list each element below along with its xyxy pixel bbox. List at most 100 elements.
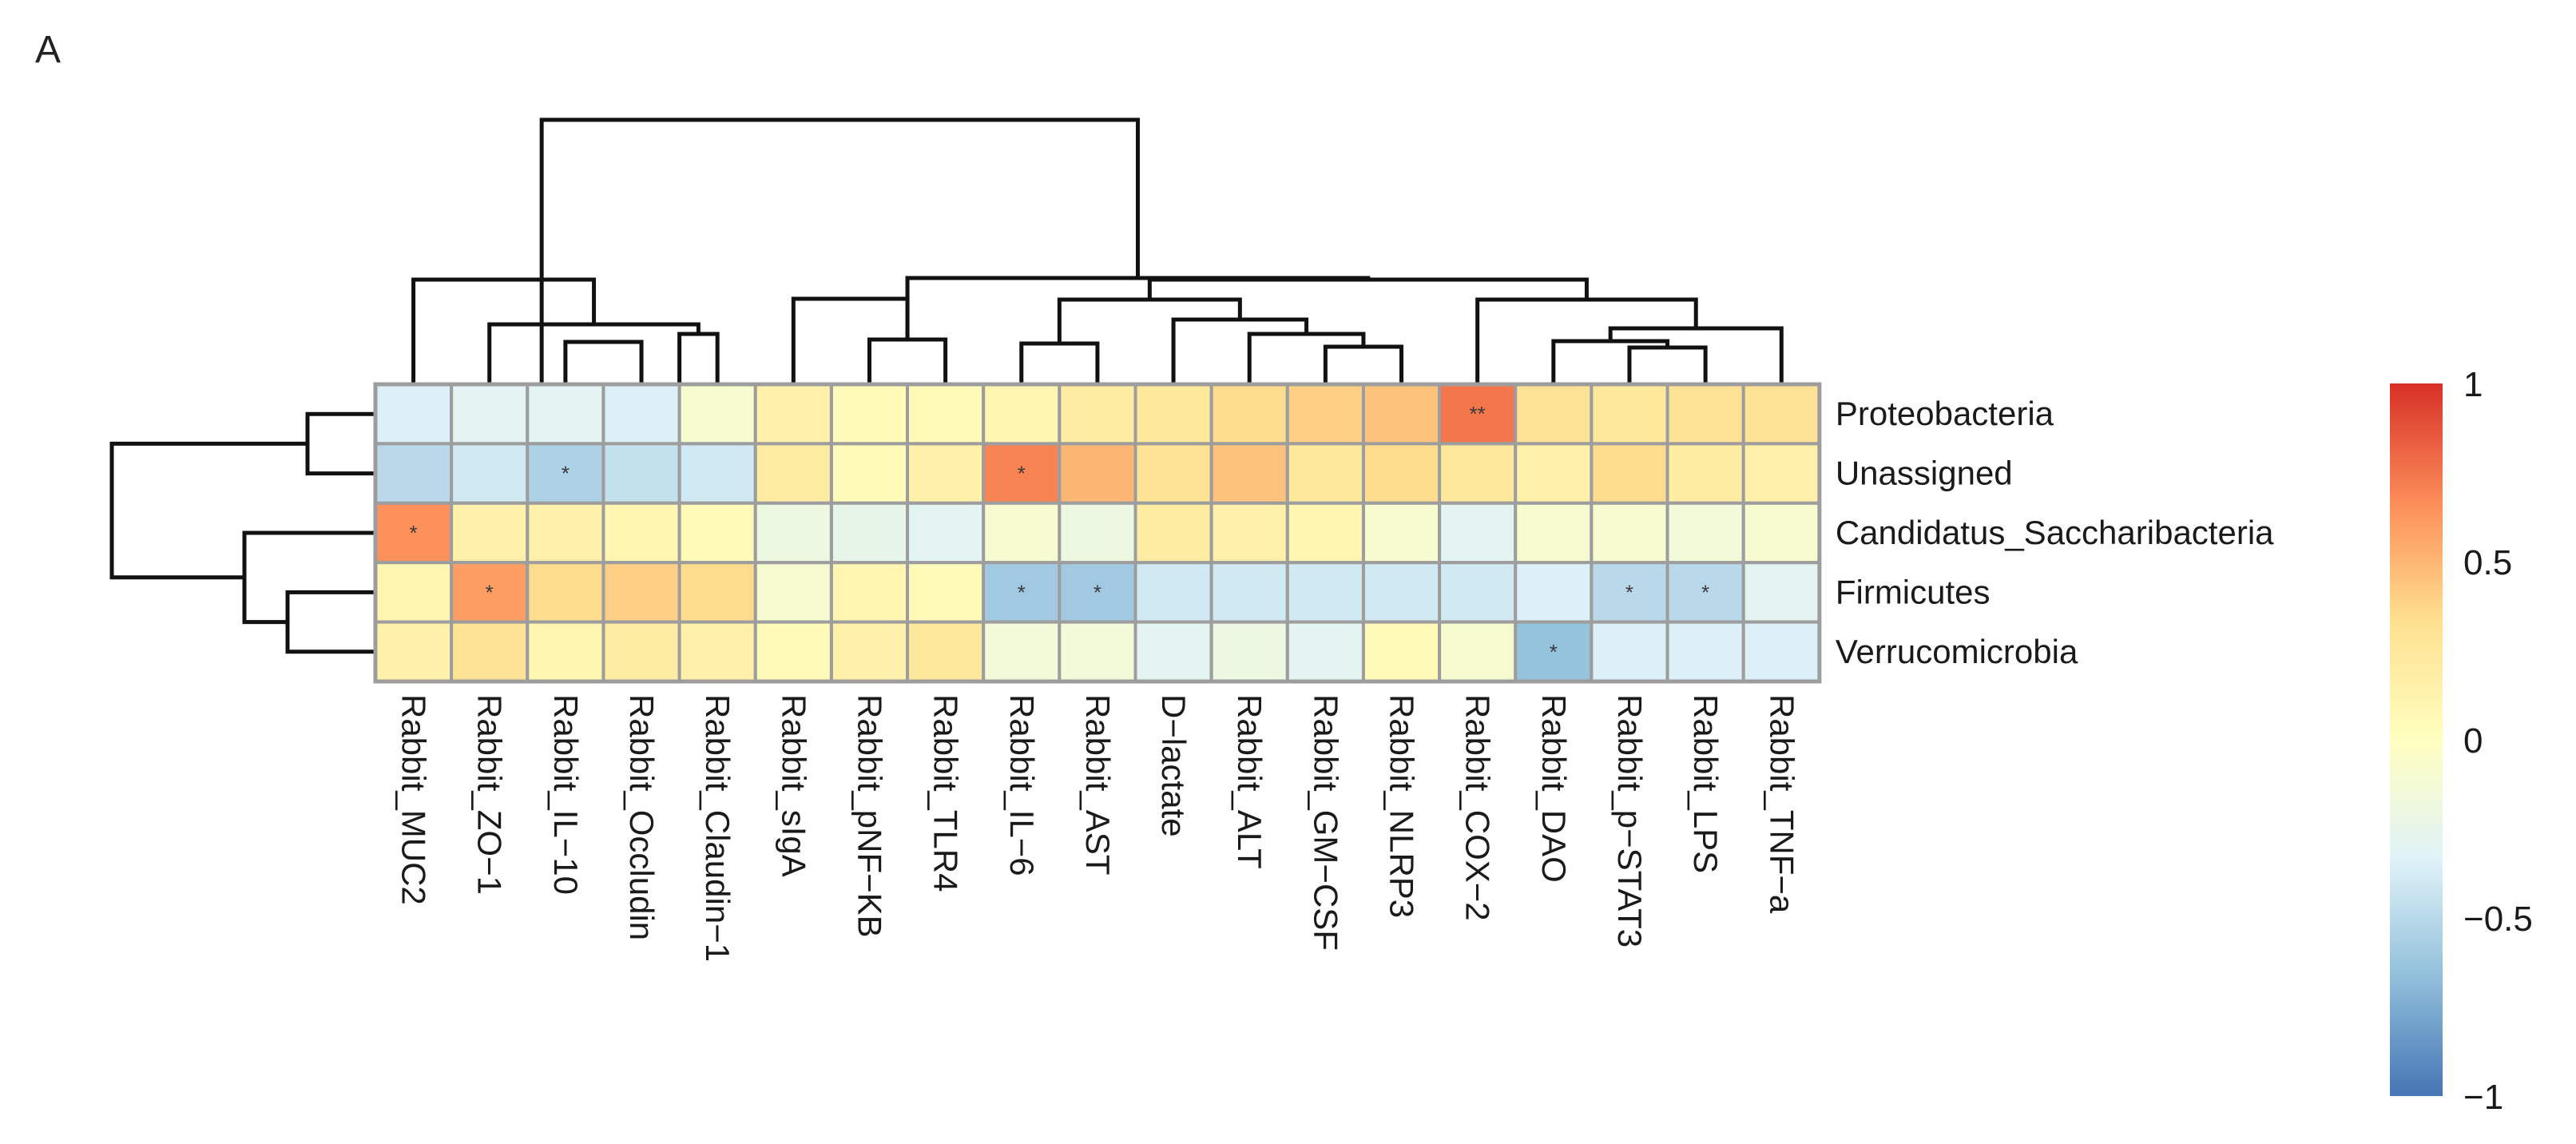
- heatmap-cell: [1514, 561, 1594, 624]
- legend-tick-label: 0.5: [2463, 543, 2512, 582]
- heatmap-cell: [374, 383, 454, 446]
- heatmap-cell: [1285, 561, 1365, 624]
- column-label: Rabbit_ALT: [1231, 694, 1268, 869]
- heatmap-cell: [982, 620, 1062, 683]
- heatmap-cell: [829, 620, 910, 683]
- heatmap-cell: [906, 620, 986, 683]
- heatmap-cell: [677, 501, 757, 565]
- heatmap-cell: [601, 561, 681, 624]
- column-dendrogram-branch: [1247, 332, 1366, 387]
- significance-mark: *: [1018, 462, 1026, 486]
- heatmap-cell: [601, 383, 681, 446]
- column-dendrogram-branch: [539, 117, 1140, 387]
- row-label: Proteobacteria: [1836, 395, 2054, 432]
- column-labels: Rabbit_MUC2 Rabbit_ZO−1 Rabbit_IL−10 Rabbit…: [395, 694, 1801, 962]
- heatmap-cell: [753, 442, 833, 505]
- heatmap-cell: [1438, 442, 1518, 505]
- heatmap-cell: [601, 501, 681, 565]
- heatmap-cell: [1133, 442, 1213, 505]
- heatmap-cell: [829, 442, 910, 505]
- significance-mark: *: [562, 462, 570, 486]
- heatmap-cell: [374, 561, 454, 624]
- heatmap-cell: [526, 620, 605, 683]
- heatmap-cell: [1361, 620, 1442, 683]
- heatmap-cell: [982, 501, 1062, 565]
- column-label: Rabbit_DAO: [1535, 694, 1573, 883]
- heatmap-cell: [1665, 501, 1745, 565]
- heatmap-cell: [1058, 501, 1137, 565]
- heatmap-cell: [374, 620, 454, 683]
- significance-mark: *: [1094, 580, 1101, 604]
- column-dendrogram-branch: [1323, 344, 1404, 387]
- heatmap-cell: [601, 442, 681, 505]
- heatmap-cell: [1285, 501, 1365, 565]
- heatmap-cell: [677, 620, 757, 683]
- heatmap-cell: [601, 620, 681, 683]
- row-dendrogram: [109, 411, 378, 654]
- heatmap-cell: [829, 561, 910, 624]
- row-dendrogram-branch: [242, 530, 378, 625]
- column-dendrogram-branch: [677, 332, 720, 387]
- heatmap-cell: [906, 561, 986, 624]
- row-label: Firmicutes: [1836, 573, 1991, 610]
- heatmap-cell: [1285, 620, 1365, 683]
- row-dendrogram-branch: [305, 411, 378, 476]
- significance-mark: *: [1018, 580, 1026, 604]
- column-label: Rabbit_GM−CSF: [1307, 694, 1344, 951]
- heatmap-cell: [450, 620, 530, 683]
- heatmap-cell: [1133, 620, 1213, 683]
- heatmap-cell: [829, 383, 910, 446]
- legend-tick-label: −1: [2463, 1078, 2503, 1117]
- heatmap-cell: [1209, 442, 1289, 505]
- significance-mark: *: [410, 521, 418, 545]
- column-label: Rabbit_MUC2: [395, 694, 433, 905]
- column-label: Rabbit_ZO−1: [471, 694, 509, 895]
- heatmap-cell: [374, 442, 454, 505]
- row-label: Verrucomicrobia: [1836, 633, 2078, 670]
- heatmap-cell: [1285, 383, 1365, 446]
- significance-mark: *: [486, 580, 494, 604]
- heatmap-cell: [753, 561, 833, 624]
- heatmap-cell: [1361, 561, 1442, 624]
- heatmap-cell: [1741, 501, 1821, 565]
- heatmap-cell: [1209, 501, 1289, 565]
- row-labels: Proteobacteria Unassigned Candidatus_Sacch…: [1836, 395, 2274, 670]
- column-dendrogram-branch: [411, 277, 597, 387]
- color-legend-bar: [2390, 383, 2443, 1096]
- row-label: Candidatus_Saccharibacteria: [1836, 514, 2274, 551]
- heatmap-cell: [1438, 620, 1518, 683]
- column-dendrogram-branch: [487, 322, 701, 387]
- column-label: Rabbit_IL−10: [547, 694, 585, 895]
- column-dendrogram-branch: [1627, 345, 1708, 387]
- heatmap-cell: [677, 561, 757, 624]
- significance-mark: *: [1625, 580, 1633, 604]
- column-label: Rabbit_TLR4: [927, 694, 965, 892]
- heatmap-cell: [1514, 383, 1594, 446]
- column-label: Rabbit_NLRP3: [1383, 694, 1421, 918]
- panel-label: A: [35, 29, 61, 71]
- heatmap-cell: [1209, 620, 1289, 683]
- heatmap-cell: [1058, 442, 1137, 505]
- column-label: Rabbit_AST: [1079, 694, 1117, 875]
- heatmap-cell: [1665, 620, 1745, 683]
- heatmap-cell: [450, 442, 530, 505]
- row-dendrogram-branch: [109, 441, 310, 580]
- column-label: Rabbit_TNF−a: [1763, 694, 1800, 914]
- heatmap-cell: [753, 620, 833, 683]
- heatmap-cells: [373, 382, 1822, 684]
- legend-tick-label: 1: [2463, 365, 2483, 404]
- heatmap-cell: [1590, 442, 1669, 505]
- heatmap-cell: [1590, 501, 1669, 565]
- heatmap-cell: [1665, 383, 1745, 446]
- column-dendrogram-branch: [563, 340, 644, 387]
- column-label: Rabbit_Claudin−1: [699, 694, 736, 962]
- column-label: Rabbit_pNF−KB: [851, 694, 888, 938]
- heatmap-cell: [982, 383, 1062, 446]
- column-label: Rabbit_LPS: [1687, 694, 1725, 873]
- legend-tick-label: −0.5: [2463, 900, 2533, 939]
- heatmap-cell: [450, 561, 530, 624]
- heatmap-cell: [1133, 383, 1213, 446]
- heatmap-cell: [1438, 561, 1518, 624]
- heatmap-cell: [677, 383, 757, 446]
- column-dendrogram-branch: [867, 337, 948, 387]
